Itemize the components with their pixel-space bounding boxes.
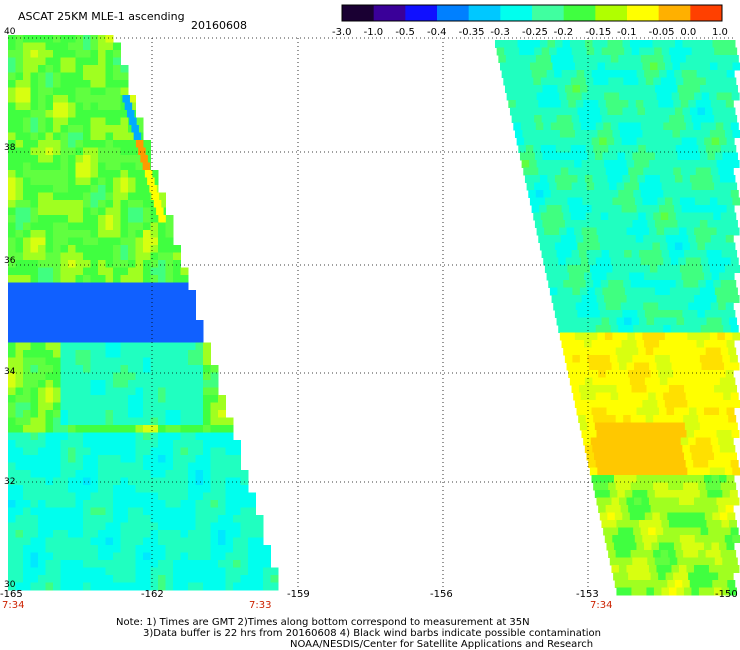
map-date: 20160608 <box>191 19 247 32</box>
lon-label-159: -159 <box>287 589 310 600</box>
colorbar-tick-label: -1.0 <box>363 27 384 38</box>
map-gridlines <box>8 37 733 590</box>
colorbar-tick-label: -0.25 <box>522 27 548 38</box>
colorbar-segment <box>627 5 660 21</box>
note-line-3: NOAA/NESDIS/Center for Satellite Applica… <box>290 639 594 650</box>
colorbar-tick-label: -0.4 <box>427 27 447 38</box>
colorbar-tick-label: -0.05 <box>648 27 675 38</box>
colorbar-segment <box>468 5 501 21</box>
pass-time-right-start: 7:34 <box>590 600 613 611</box>
note-line-2: 3)Data buffer is 22 hrs from 20160608 4)… <box>143 628 601 639</box>
wind-map <box>8 35 740 596</box>
colorbar-segment <box>500 5 533 21</box>
lat-label-36: 36 <box>4 256 16 266</box>
colorbar-segment <box>405 5 438 21</box>
colorbar-segment <box>563 5 596 21</box>
lon-label-162: -162 <box>141 589 164 600</box>
lat-label-34: 34 <box>4 367 16 377</box>
colorbar-tick-label: -0.5 <box>395 27 415 38</box>
colorbar-tick-label: -0.2 <box>553 27 574 38</box>
colorbar-tick-label: -3.0 <box>332 27 352 38</box>
lat-label-38: 38 <box>4 143 16 153</box>
lon-label-165: -165 <box>0 589 23 600</box>
colorbar-tick-label: -0.3 <box>490 27 510 38</box>
colorbar <box>341 4 723 22</box>
colorbar-segment <box>437 5 470 21</box>
colorbar-segment <box>658 5 691 21</box>
colorbar-segment <box>373 5 406 21</box>
colorbar-tick-label: 0.0 <box>680 27 697 38</box>
swath-left <box>8 35 279 591</box>
colorbar-segment <box>595 5 628 21</box>
colorbar-segment <box>342 5 375 21</box>
colorbar-segment <box>532 5 565 21</box>
swath-right <box>495 40 740 596</box>
colorbar-tick-label: -0.1 <box>617 27 637 38</box>
colorbar-segment <box>690 5 723 21</box>
lat-label-40: 40 <box>4 27 16 37</box>
map-title: ASCAT 25KM MLE-1 ascending <box>18 10 185 23</box>
colorbar-tick-label: 1.0 <box>712 27 728 38</box>
lon-label-153: -153 <box>576 589 599 600</box>
note-line-1: Note: 1) Times are GMT 2)Times along bot… <box>116 617 530 628</box>
lat-label-32: 32 <box>4 477 16 487</box>
lon-label-156: -156 <box>430 589 453 600</box>
lon-label-150: -150 <box>715 589 738 600</box>
pass-time-left-end: 7:33 <box>249 600 272 611</box>
lat-label-30: 30 <box>4 580 16 590</box>
colorbar-tick-label: -0.15 <box>585 27 612 38</box>
pass-time-left-start: 7:34 <box>2 600 25 611</box>
colorbar-tick-label: -0.35 <box>458 27 485 38</box>
